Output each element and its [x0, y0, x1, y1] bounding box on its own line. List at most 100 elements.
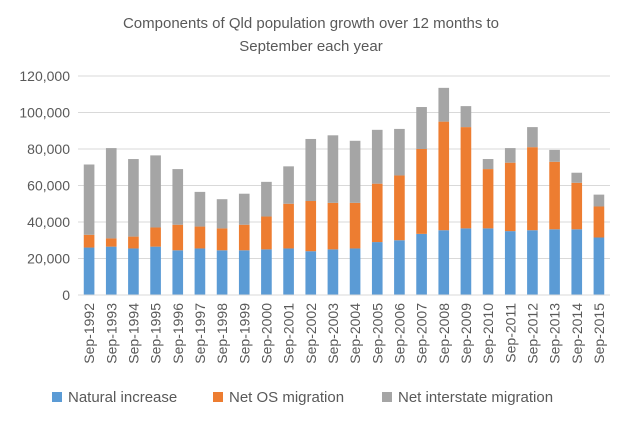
- x-tick-label: Sep-2014: [569, 303, 585, 364]
- bar-net-interstate-migration: [83, 164, 95, 235]
- chart-title-line-2: September each year: [239, 38, 382, 55]
- bar-net-interstate-migration: [371, 129, 383, 184]
- bar-net-interstate-migration: [238, 193, 250, 225]
- bar-net-os-migration: [105, 238, 117, 247]
- x-tick-label: Sep-2008: [436, 303, 452, 364]
- bar-net-interstate-migration: [261, 181, 272, 217]
- bar-natural-increase: [194, 248, 206, 295]
- bar-natural-increase: [150, 246, 161, 295]
- y-tick-label: 100,000: [19, 105, 70, 121]
- x-tick-label: Sep-1999: [236, 303, 252, 364]
- bar-net-os-migration: [216, 228, 228, 251]
- bar-net-os-migration: [593, 206, 605, 238]
- bar-natural-increase: [527, 230, 538, 295]
- bar-natural-increase: [305, 251, 317, 295]
- bar-natural-increase: [371, 242, 383, 295]
- bar-net-os-migration: [527, 147, 538, 231]
- y-tick-label: 40,000: [27, 214, 70, 230]
- bar-net-os-migration: [305, 201, 317, 252]
- x-tick-label: Sep-2007: [414, 303, 430, 364]
- bar-natural-increase: [571, 229, 583, 295]
- bar-natural-increase: [283, 248, 294, 295]
- x-tick-label: Sep-2002: [303, 303, 319, 364]
- legend-swatch: [213, 392, 223, 402]
- bar-net-interstate-migration: [571, 172, 583, 183]
- legend: Natural increase Net OS migration Net inte…: [52, 389, 553, 406]
- x-tick-label: Sep-1998: [214, 303, 230, 364]
- bar-natural-increase: [394, 240, 405, 295]
- y-tick-label: 120,000: [19, 68, 70, 84]
- bar-natural-increase: [128, 248, 139, 295]
- bar-net-os-migration: [504, 162, 516, 232]
- bar-net-os-migration: [371, 183, 383, 243]
- bar-net-interstate-migration: [593, 194, 605, 207]
- legend-label: Net OS migration: [229, 389, 344, 406]
- x-tick-label: Sep-2001: [281, 303, 297, 364]
- x-tick-label: Sep-2004: [347, 303, 363, 364]
- x-tick-label: Sep-2012: [524, 303, 540, 364]
- bar-natural-increase: [327, 249, 339, 295]
- bar-natural-increase: [216, 250, 228, 295]
- y-tick-label: 20,000: [27, 251, 70, 267]
- bar-net-os-migration: [549, 161, 560, 230]
- bar-net-os-migration: [438, 121, 450, 231]
- bar-net-interstate-migration: [549, 149, 560, 162]
- x-tick-label: Sep-2009: [458, 303, 474, 364]
- bar-net-os-migration: [238, 224, 250, 251]
- legend-label: Net interstate migration: [398, 389, 553, 406]
- x-tick-label: Sep-2013: [547, 303, 563, 364]
- bar-net-interstate-migration: [438, 87, 450, 122]
- bar-net-interstate-migration: [128, 159, 139, 237]
- bar-net-os-migration: [394, 175, 405, 241]
- gridlines: [78, 75, 610, 259]
- y-tick-label: 0: [62, 287, 70, 303]
- bar-natural-increase: [349, 248, 361, 295]
- legend-swatch: [52, 392, 62, 402]
- bar-natural-increase: [482, 228, 494, 295]
- y-tick-label: 80,000: [27, 141, 70, 157]
- bar-natural-increase: [238, 250, 250, 295]
- bar-net-os-migration: [416, 149, 427, 234]
- bar-natural-increase: [105, 246, 117, 295]
- bar-net-interstate-migration: [105, 148, 117, 239]
- bar-natural-increase: [438, 230, 450, 295]
- bar-net-interstate-migration: [305, 138, 317, 202]
- bar-net-interstate-migration: [283, 166, 294, 204]
- chart-title-line-1: Components of Qld population growth over…: [123, 15, 499, 32]
- bar-net-interstate-migration: [416, 107, 427, 149]
- bar-net-interstate-migration: [216, 199, 228, 229]
- bar-net-interstate-migration: [504, 148, 516, 163]
- x-tick-label: Sep-1997: [192, 303, 208, 364]
- x-tick-label: Sep-1993: [103, 303, 119, 364]
- x-tick-label: Sep-1992: [81, 303, 97, 364]
- bar-net-os-migration: [83, 234, 95, 248]
- bar-net-os-migration: [482, 169, 494, 229]
- x-tick-label: Sep-1996: [170, 303, 186, 364]
- bar-net-interstate-migration: [482, 159, 494, 170]
- x-tick-label: Sep-2010: [480, 303, 496, 364]
- chart-title: Components of Qld population growth over…: [123, 15, 499, 55]
- bar-net-os-migration: [194, 226, 206, 249]
- bar-net-interstate-migration: [460, 106, 472, 128]
- bar-natural-increase: [504, 231, 516, 295]
- bar-net-os-migration: [283, 203, 294, 249]
- x-tick-label: Sep-2005: [369, 303, 385, 364]
- x-tick-label: Sep-2015: [591, 303, 607, 364]
- x-axis-tick-labels: Sep-1992 Sep-1993 Sep-1994 Sep-1995 Sep-1996…: [81, 303, 607, 364]
- y-tick-label: 60,000: [27, 178, 70, 194]
- bar-natural-increase: [593, 237, 605, 295]
- bar-net-os-migration: [460, 127, 472, 229]
- bar-net-os-migration: [327, 202, 339, 250]
- bar-net-interstate-migration: [394, 128, 405, 176]
- bar-net-os-migration: [128, 236, 139, 249]
- bar-net-os-migration: [261, 216, 272, 250]
- bar-net-interstate-migration: [349, 140, 361, 203]
- bar-net-os-migration: [172, 224, 184, 251]
- bar-natural-increase: [261, 249, 272, 295]
- x-tick-label: Sep-2003: [325, 303, 341, 364]
- bar-natural-increase: [549, 229, 560, 295]
- bar-net-os-migration: [349, 202, 361, 249]
- bar-natural-increase: [172, 250, 184, 295]
